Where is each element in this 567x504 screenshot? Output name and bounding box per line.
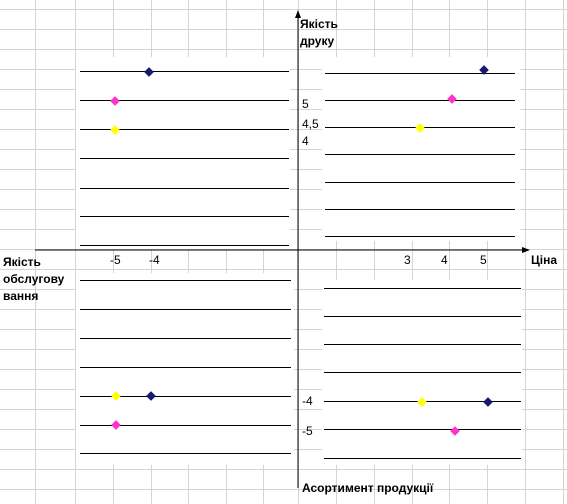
data-point-bottom-left-3 [111,420,121,430]
data-point-top-left-3 [110,125,120,135]
x-axis-arrow [522,247,530,253]
data-point-bottom-right-2 [483,397,493,407]
tick-y-neg-5: -5 [302,424,313,438]
panel-bottom-left-bg [76,273,294,465]
tick-y-4-5: 4,5 [302,117,319,131]
data-point-bottom-left-2 [111,391,121,401]
y-top-axis-label: Якість друку [300,17,338,48]
quadrant-panels [76,57,522,465]
data-point-top-left-2 [110,96,120,106]
data-point-top-right-1 [479,65,489,75]
data-point-bottom-left-1 [146,391,156,401]
data-point-top-right-2 [447,94,457,104]
x-left-axis-label: Якість обслугову вання [3,255,65,303]
tick-x-5: 5 [480,253,487,267]
panel-top-left-bg [76,57,290,249]
data-points [110,65,493,436]
x-right-axis-label: Ціна [531,253,558,267]
tick-y-5: 5 [302,97,309,111]
data-point-top-right-3 [415,123,425,133]
data-point-bottom-right-3 [450,426,460,436]
data-point-top-left-1 [144,67,154,77]
data-point-bottom-right-1 [417,397,427,407]
panel-top-right-bg [322,57,520,241]
y-bottom-axis-label: Асортимент продукції [302,481,434,495]
tick-x-3: 3 [404,253,411,267]
y-axis-arrow [295,10,301,18]
tick-y-neg-4: -4 [302,394,313,408]
tick-x-4: 4 [441,253,448,267]
tick-y-4: 4 [302,134,309,148]
tick-x-neg-5: -5 [110,253,121,267]
tick-x-neg-4: -4 [149,253,160,267]
